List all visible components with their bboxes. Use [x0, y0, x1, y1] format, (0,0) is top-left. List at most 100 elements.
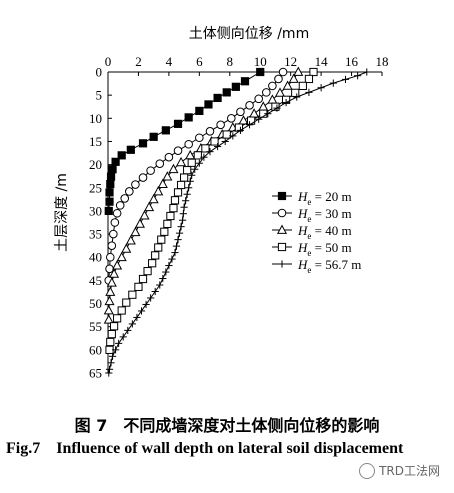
data-point: [138, 173, 148, 182]
x-tick-label: 14: [315, 54, 329, 69]
data-point: [142, 300, 150, 309]
data-point: [184, 113, 193, 122]
data-point: [254, 94, 264, 104]
data-point: [195, 133, 204, 143]
data-point: [106, 179, 115, 189]
data-point: [288, 73, 299, 83]
data-point: [146, 166, 155, 175]
data-point: [329, 79, 337, 87]
series-1: [104, 67, 265, 216]
data-point: [236, 126, 245, 134]
legend-item: He = 30 m: [272, 206, 352, 224]
data-point: [274, 74, 283, 84]
data-point: [143, 267, 152, 276]
x-tick-label: 12: [284, 54, 297, 69]
data-point: [179, 210, 187, 218]
data-point: [175, 229, 184, 237]
x-tick-label: 4: [166, 54, 173, 69]
legend-marker: [277, 191, 287, 201]
data-point: [151, 287, 159, 296]
data-point: [105, 365, 114, 373]
data-point: [176, 180, 186, 190]
data-point: [170, 196, 180, 205]
data-point: [291, 88, 300, 97]
data-point: [183, 166, 192, 175]
data-point: [134, 218, 146, 228]
y-tick-label: 10: [89, 111, 102, 126]
data-point: [227, 114, 236, 123]
data-point: [106, 277, 117, 287]
data-point: [305, 88, 313, 96]
series-line: [108, 71, 284, 281]
legend-label: He = 50 m: [297, 240, 352, 258]
data-point: [274, 87, 286, 97]
data-point: [103, 305, 114, 315]
data-point: [125, 235, 136, 245]
data-point: [104, 295, 115, 306]
x-tick-label: 8: [227, 54, 234, 69]
data-point: [165, 261, 173, 270]
y-tick-label: 0: [96, 65, 103, 80]
data-point: [185, 184, 193, 192]
data-point: [216, 120, 225, 130]
data-point: [124, 326, 132, 334]
data-point: [147, 294, 155, 302]
data-point: [178, 216, 187, 224]
x-tick-label: 10: [254, 54, 267, 69]
legend-marker: [277, 208, 287, 218]
data-point: [110, 218, 120, 227]
data-point: [195, 159, 203, 167]
data-point: [363, 68, 371, 76]
legend-item: He = 40 m: [272, 223, 352, 241]
data-point: [171, 249, 179, 257]
data-point: [213, 93, 222, 103]
data-point: [115, 339, 123, 347]
data-point: [341, 75, 350, 84]
data-point: [155, 159, 165, 168]
legend-marker: [277, 242, 287, 252]
data-point: [117, 306, 126, 315]
x-tick-label: 2: [135, 54, 142, 69]
data-point: [210, 137, 219, 146]
legend-marker: [276, 224, 288, 234]
y-tick-label: 20: [89, 157, 102, 172]
data-point: [164, 152, 174, 162]
data-point: [183, 190, 191, 198]
data-point: [104, 206, 113, 216]
data-point: [108, 165, 117, 174]
data-point: [245, 101, 254, 110]
data-point: [106, 337, 115, 347]
data-point: [298, 81, 307, 90]
data-point: [268, 81, 277, 91]
data-point: [151, 251, 160, 260]
data-point: [162, 268, 170, 276]
data-point: [200, 153, 208, 161]
y-tick-label: 35: [89, 227, 102, 242]
watermark: TRD工法网: [359, 462, 440, 479]
watermark-text: TRD工法网: [379, 464, 440, 478]
data-point: [185, 149, 196, 160]
data-point: [137, 307, 146, 315]
data-point: [105, 188, 114, 197]
data-point: [154, 243, 163, 252]
data-point: [236, 107, 245, 117]
legend-label: He = 40 m: [297, 223, 352, 241]
x-tick-label: 18: [376, 54, 389, 69]
data-point: [128, 320, 136, 328]
data-point: [107, 359, 115, 367]
legend-item: He = 50 m: [272, 240, 352, 258]
legend-label: He = 20 m: [297, 189, 352, 207]
data-point: [105, 264, 114, 274]
data-point: [172, 242, 181, 250]
data-point: [157, 178, 168, 188]
data-point: [160, 227, 169, 236]
y-tick-label: 30: [89, 203, 102, 218]
data-point: [173, 146, 183, 156]
legend-item: He = 20 m: [272, 189, 352, 207]
data-point: [116, 251, 127, 262]
y-tick-label: 45: [89, 273, 102, 288]
data-point: [293, 93, 301, 101]
data-point: [156, 281, 164, 289]
data-point: [304, 74, 314, 84]
data-point: [222, 130, 231, 139]
